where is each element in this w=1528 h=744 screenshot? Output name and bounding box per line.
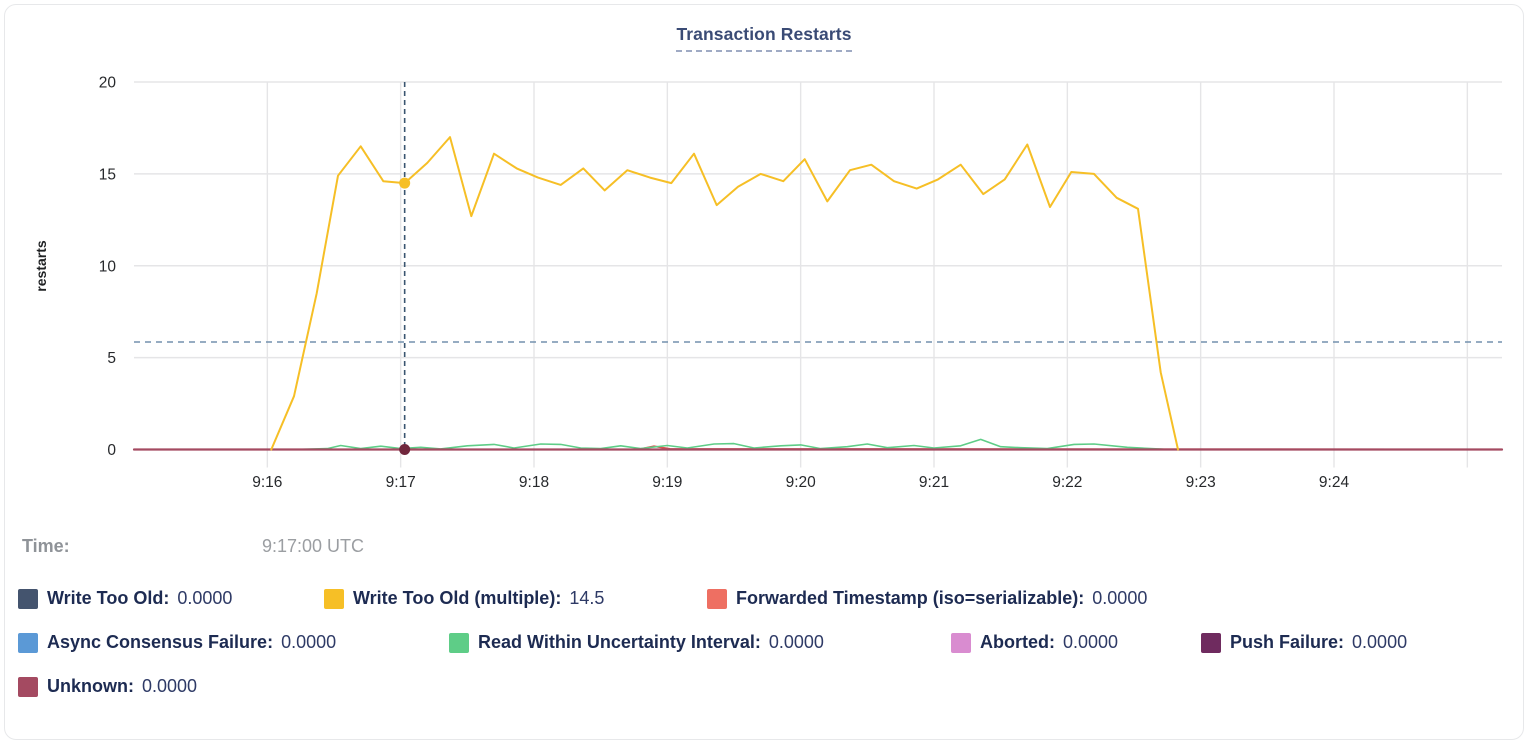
legend-value: 14.5: [569, 588, 605, 608]
x-axis-tick-label: 9:16: [252, 474, 282, 491]
time-label: Time:: [22, 536, 70, 556]
x-axis-tick-label: 9:23: [1186, 474, 1216, 491]
legend-value: 0.0000: [1352, 632, 1408, 652]
hover-point-dot: [399, 177, 411, 189]
legend-label: Unknown:: [47, 676, 134, 696]
y-axis-tick-label: 20: [99, 75, 117, 92]
hover-time-row: Time: 9:17:00 UTC: [0, 536, 1528, 560]
x-axis-tick-label: 9:20: [786, 474, 817, 491]
y-axis-tick-label: 0: [107, 442, 116, 459]
legend-label: Aborted:: [980, 632, 1055, 652]
legend-color-swatch: [18, 676, 38, 697]
legend-row-2: Async Consensus Failure: 0.0000 Read Withi…: [0, 632, 1528, 658]
legend-item: Read Within Uncertainty Interval: 0.0000: [449, 632, 824, 653]
legend-color-swatch: [707, 588, 727, 609]
series-line-read-within-uncertainty-interval: [293, 438, 1169, 451]
y-axis-tick-label: 5: [107, 350, 116, 367]
hover-point-dot: [399, 444, 411, 455]
x-axis-tick-label: 9:24: [1319, 474, 1350, 491]
x-axis-tick-label: 9:17: [386, 474, 416, 491]
chart-title: Transaction Restarts: [0, 24, 1528, 52]
legend-value: 0.0000: [281, 632, 337, 652]
y-axis-tick-label: 15: [99, 166, 116, 183]
legend-label: Push Failure:: [1230, 632, 1345, 652]
y-axis-title: restarts: [33, 240, 49, 292]
legend-item: Write Too Old: 0.0000: [18, 588, 232, 609]
legend-label: Async Consensus Failure:: [47, 632, 274, 652]
x-axis-tick-label: 9:19: [652, 474, 682, 491]
legend-value: 0.0000: [768, 632, 824, 652]
legend-item: Unknown: 0.0000: [18, 676, 197, 697]
legend-value: 0.0000: [177, 588, 233, 608]
legend-label: Read Within Uncertainty Interval:: [478, 632, 761, 652]
chart-card: [4, 4, 1524, 740]
legend-item: Forwarded Timestamp (iso=serializable): 0…: [707, 588, 1147, 609]
legend-label: Write Too Old:: [47, 588, 170, 608]
legend-item: Write Too Old (multiple): 14.5: [324, 588, 604, 609]
chart-title-text[interactable]: Transaction Restarts: [676, 24, 852, 52]
time-value: 9:17:00 UTC: [262, 536, 365, 556]
legend-color-swatch: [1201, 632, 1221, 653]
series-line-write-too-old-multiple: [270, 136, 1179, 451]
legend-color-swatch: [18, 632, 38, 653]
legend-label: Write Too Old (multiple):: [353, 588, 562, 608]
x-axis-tick-label: 9:22: [1052, 474, 1082, 491]
legend-color-swatch: [951, 632, 971, 653]
legend-row-1: Write Too Old: 0.0000 Write Too Old (multi…: [0, 588, 1528, 614]
transaction-restarts-chart[interactable]: 0 5 10 15 20 9:16 9:17 9:18 9:19 9:20 9:21 9:22 9:23…: [0, 58, 1528, 510]
legend-color-swatch: [18, 588, 38, 609]
legend-label: Forwarded Timestamp (iso=serializable):: [736, 588, 1085, 608]
legend-value: 0.0000: [142, 676, 198, 696]
y-axis-tick-label: 10: [99, 258, 117, 275]
legend-color-swatch: [449, 632, 469, 653]
legend-item: Async Consensus Failure: 0.0000: [18, 632, 336, 653]
x-axis-tick-label: 9:18: [519, 474, 549, 491]
legend-item: Aborted: 0.0000: [951, 632, 1118, 653]
legend-value: 0.0000: [1092, 588, 1148, 608]
legend-row-3: Unknown: 0.0000: [0, 676, 1528, 702]
legend-item: Push Failure: 0.0000: [1201, 632, 1407, 653]
x-axis-tick-label: 9:21: [919, 474, 949, 491]
legend-color-swatch: [324, 588, 344, 609]
legend-value: 0.0000: [1063, 632, 1119, 652]
